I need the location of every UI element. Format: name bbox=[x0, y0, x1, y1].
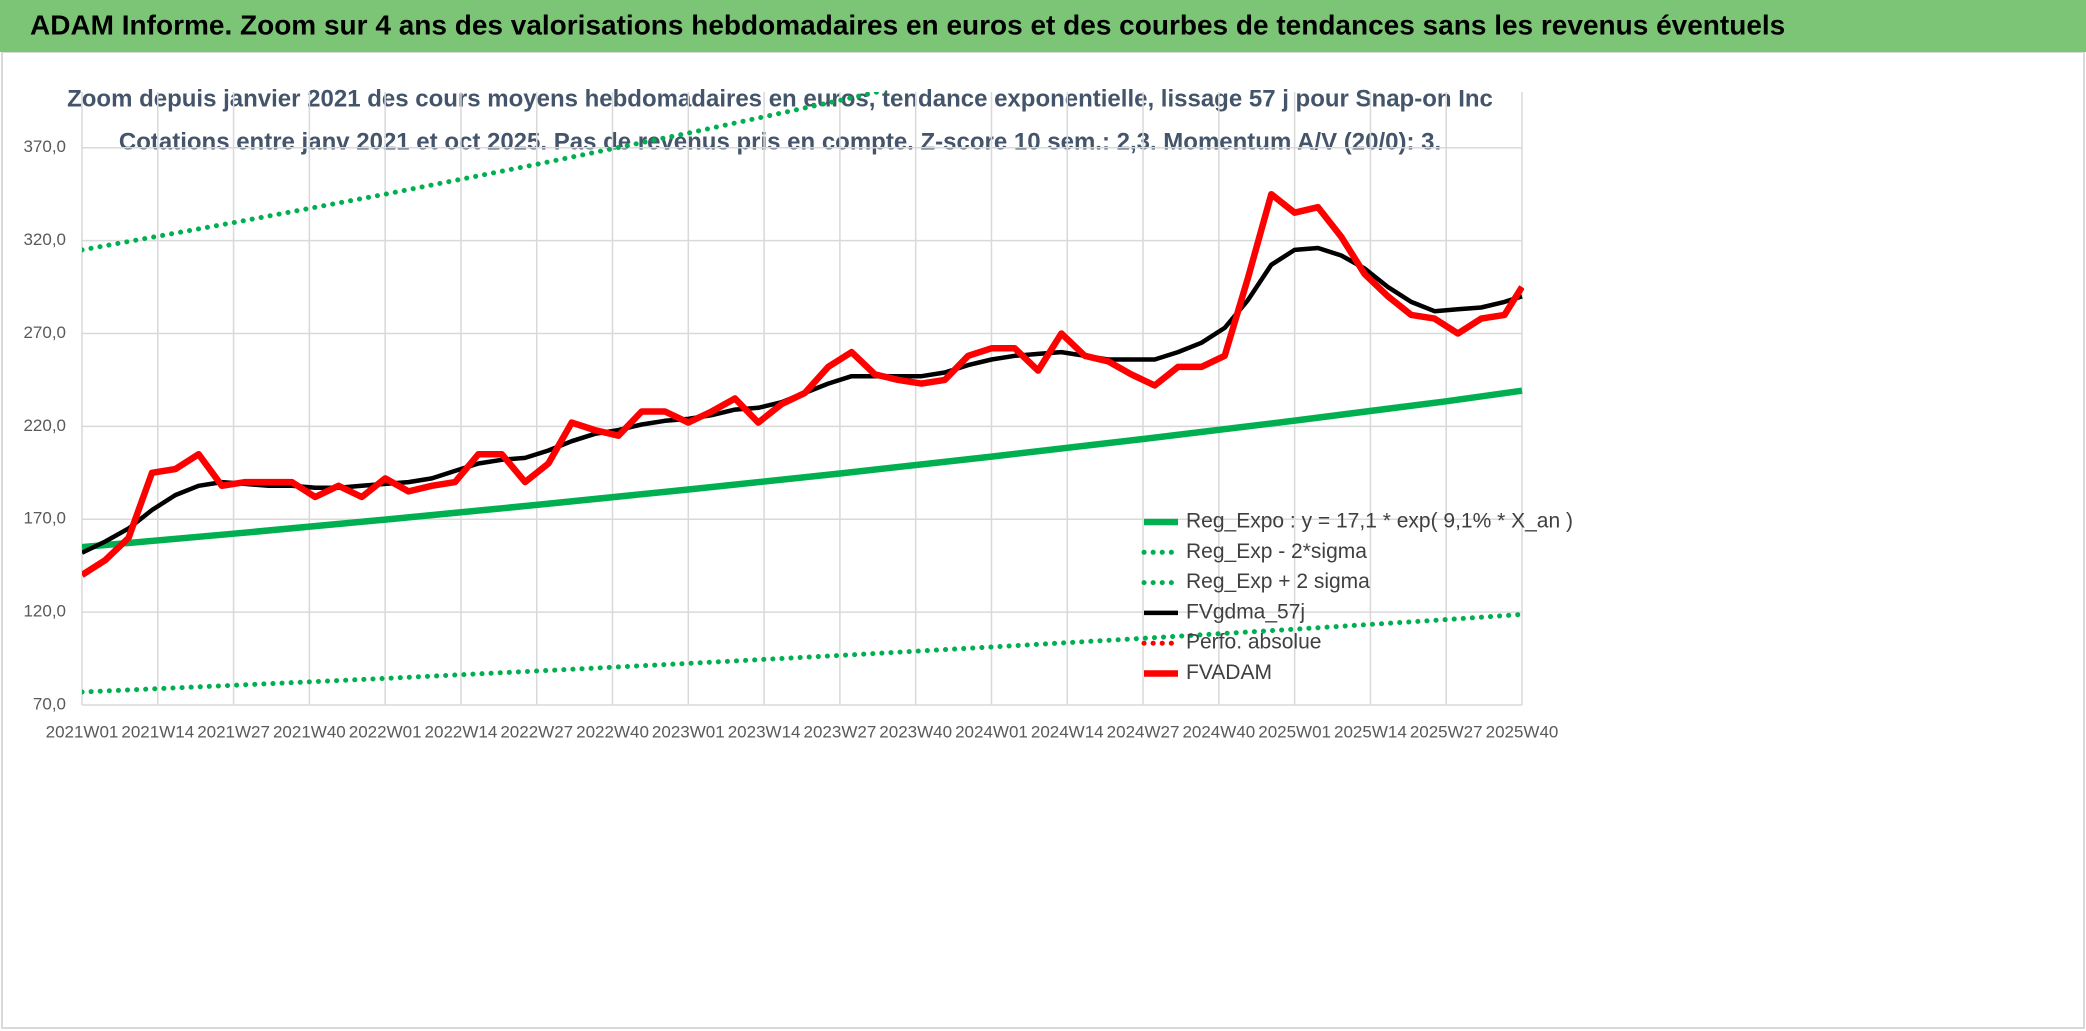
x-tick-label: 2022W27 bbox=[500, 722, 573, 741]
chart-title: Zoom depuis janvier 2021 des cours moyen… bbox=[67, 85, 1493, 112]
legend: Reg_Expo : y = 17,1 * exp( 9,1% * X_an )… bbox=[1141, 510, 1573, 684]
x-tick-label: 2024W01 bbox=[955, 722, 1028, 741]
series-line bbox=[82, 92, 889, 253]
chart-subtitle: Cotations entre janv 2021 et oct 2025. P… bbox=[119, 128, 1441, 155]
x-tick-label: 2021W40 bbox=[273, 722, 346, 741]
x-tick-label: 2025W14 bbox=[1334, 722, 1407, 741]
y-tick-label: 220,0 bbox=[23, 416, 66, 435]
header-bar bbox=[0, 0, 2086, 52]
x-tick-label: 2023W40 bbox=[879, 722, 952, 741]
legend-label: Reg_Exp + 2 sigma bbox=[1186, 570, 1370, 593]
x-tick-label: 2023W14 bbox=[728, 722, 801, 741]
x-tick-label: 2021W01 bbox=[46, 722, 119, 741]
y-tick-label: 120,0 bbox=[23, 602, 66, 621]
x-tick-label: 2025W01 bbox=[1258, 722, 1331, 741]
legend-label: FVADAM bbox=[1186, 661, 1272, 684]
plot-area bbox=[82, 92, 1524, 695]
x-tick-label: 2022W01 bbox=[349, 722, 422, 741]
x-tick-label: 2021W14 bbox=[121, 722, 194, 741]
legend-label: FVgdma_57j bbox=[1186, 600, 1305, 623]
legend-label: Perfo. absolue bbox=[1186, 631, 1321, 654]
x-tick-label: 2024W40 bbox=[1182, 722, 1255, 741]
y-tick-label: 170,0 bbox=[23, 509, 66, 528]
header-title: ADAM Informe. Zoom sur 4 ans des valoris… bbox=[30, 9, 1785, 40]
y-tick-label: 70,0 bbox=[33, 694, 66, 713]
series-line bbox=[82, 387, 1523, 551]
x-tick-label: 2025W40 bbox=[1486, 722, 1559, 741]
x-tick-label: 2022W14 bbox=[425, 722, 498, 741]
series-line bbox=[82, 190, 1524, 578]
x-tick-label: 2023W01 bbox=[652, 722, 725, 741]
x-tick-label: 2024W27 bbox=[1107, 722, 1180, 741]
x-tick-label: 2021W27 bbox=[197, 722, 270, 741]
x-tick-label: 2023W27 bbox=[804, 722, 877, 741]
series-line bbox=[82, 611, 1524, 695]
x-tick-label: 2025W27 bbox=[1410, 722, 1483, 741]
legend-label: Reg_Expo : y = 17,1 * exp( 9,1% * X_an ) bbox=[1186, 510, 1573, 533]
y-tick-label: 320,0 bbox=[23, 230, 66, 249]
x-tick-label: 2022W40 bbox=[576, 722, 649, 741]
legend-label: Reg_Exp - 2*sigma bbox=[1186, 540, 1367, 563]
x-tick-label: 2024W14 bbox=[1031, 722, 1104, 741]
y-tick-label: 270,0 bbox=[23, 323, 66, 342]
y-tick-label: 370,0 bbox=[23, 137, 66, 156]
